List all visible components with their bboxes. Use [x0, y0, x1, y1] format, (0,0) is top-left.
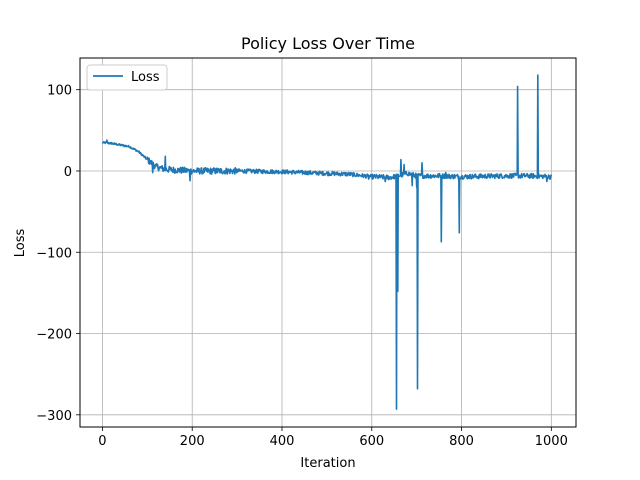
legend-label-loss: Loss [131, 70, 160, 85]
legend-box [86, 64, 168, 91]
x-tick-label: 0 [98, 434, 106, 449]
y-axis-ticks: 100 0 −100 −200 −300 [36, 84, 80, 424]
y-tick-label: 100 [47, 84, 72, 99]
x-tick-label: 400 [270, 434, 295, 449]
x-axis-ticks: 0 200 400 600 800 1000 [98, 427, 568, 449]
y-tick-label: −100 [36, 246, 72, 261]
axes-frame [79, 57, 577, 428]
y-tick-label: 0 [64, 165, 72, 180]
x-tick-label: 600 [359, 434, 384, 449]
x-tick-label: 1000 [535, 434, 568, 449]
chart-title: Policy Loss Over Time [241, 34, 415, 53]
y-tick-label: −200 [36, 328, 72, 343]
y-axis-label: Loss [13, 229, 28, 258]
series-line-loss [101, 74, 553, 410]
y-tick-label: −300 [36, 409, 72, 424]
legend: Loss [86, 64, 168, 91]
plot-area [101, 74, 553, 410]
x-tick-label: 200 [180, 434, 205, 449]
x-tick-label: 800 [449, 434, 474, 449]
x-axis-label: Iteration [300, 456, 355, 471]
